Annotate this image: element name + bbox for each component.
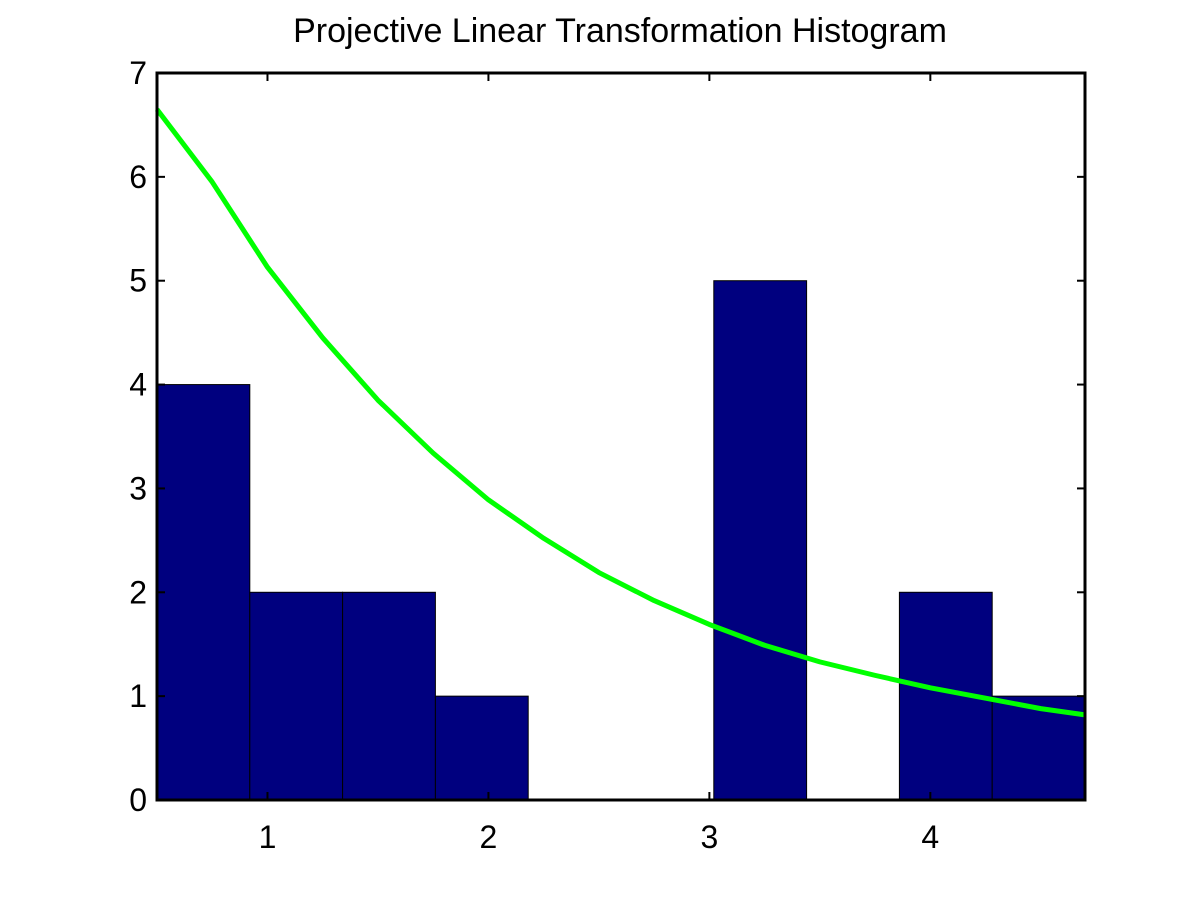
bars-layer — [156, 280, 1086, 801]
histogram-bar — [249, 591, 344, 801]
y-tick-label: 5 — [129, 263, 147, 299]
curve-layer — [155, 107, 1086, 718]
y-tick-label: 6 — [129, 159, 147, 195]
fit-curve-line — [155, 107, 1086, 718]
chart-title: Projective Linear Transformation Histogr… — [293, 12, 947, 50]
y-tick-label: 3 — [129, 470, 147, 506]
histogram-bar — [713, 280, 808, 801]
x-tick-label: 1 — [259, 819, 277, 855]
y-tick-label: 0 — [129, 782, 147, 818]
x-tick-label: 4 — [921, 819, 939, 855]
histogram-bar — [156, 384, 251, 801]
histogram-bar — [342, 591, 436, 801]
histogram-bar — [434, 695, 529, 801]
x-tick-label: 2 — [480, 819, 498, 855]
plot-frame — [155, 71, 1087, 802]
y-tick-label: 4 — [129, 367, 147, 403]
y-tick-label: 1 — [129, 678, 147, 714]
ticks-layer — [157, 72, 1085, 801]
x-tick-label: 3 — [700, 819, 718, 855]
y-tick-label: 2 — [129, 574, 147, 610]
tick-labels-layer: 0 1 2 3 4 5 6 7 1 2 3 4 — [129, 55, 939, 855]
y-tick-label: 7 — [129, 55, 147, 91]
